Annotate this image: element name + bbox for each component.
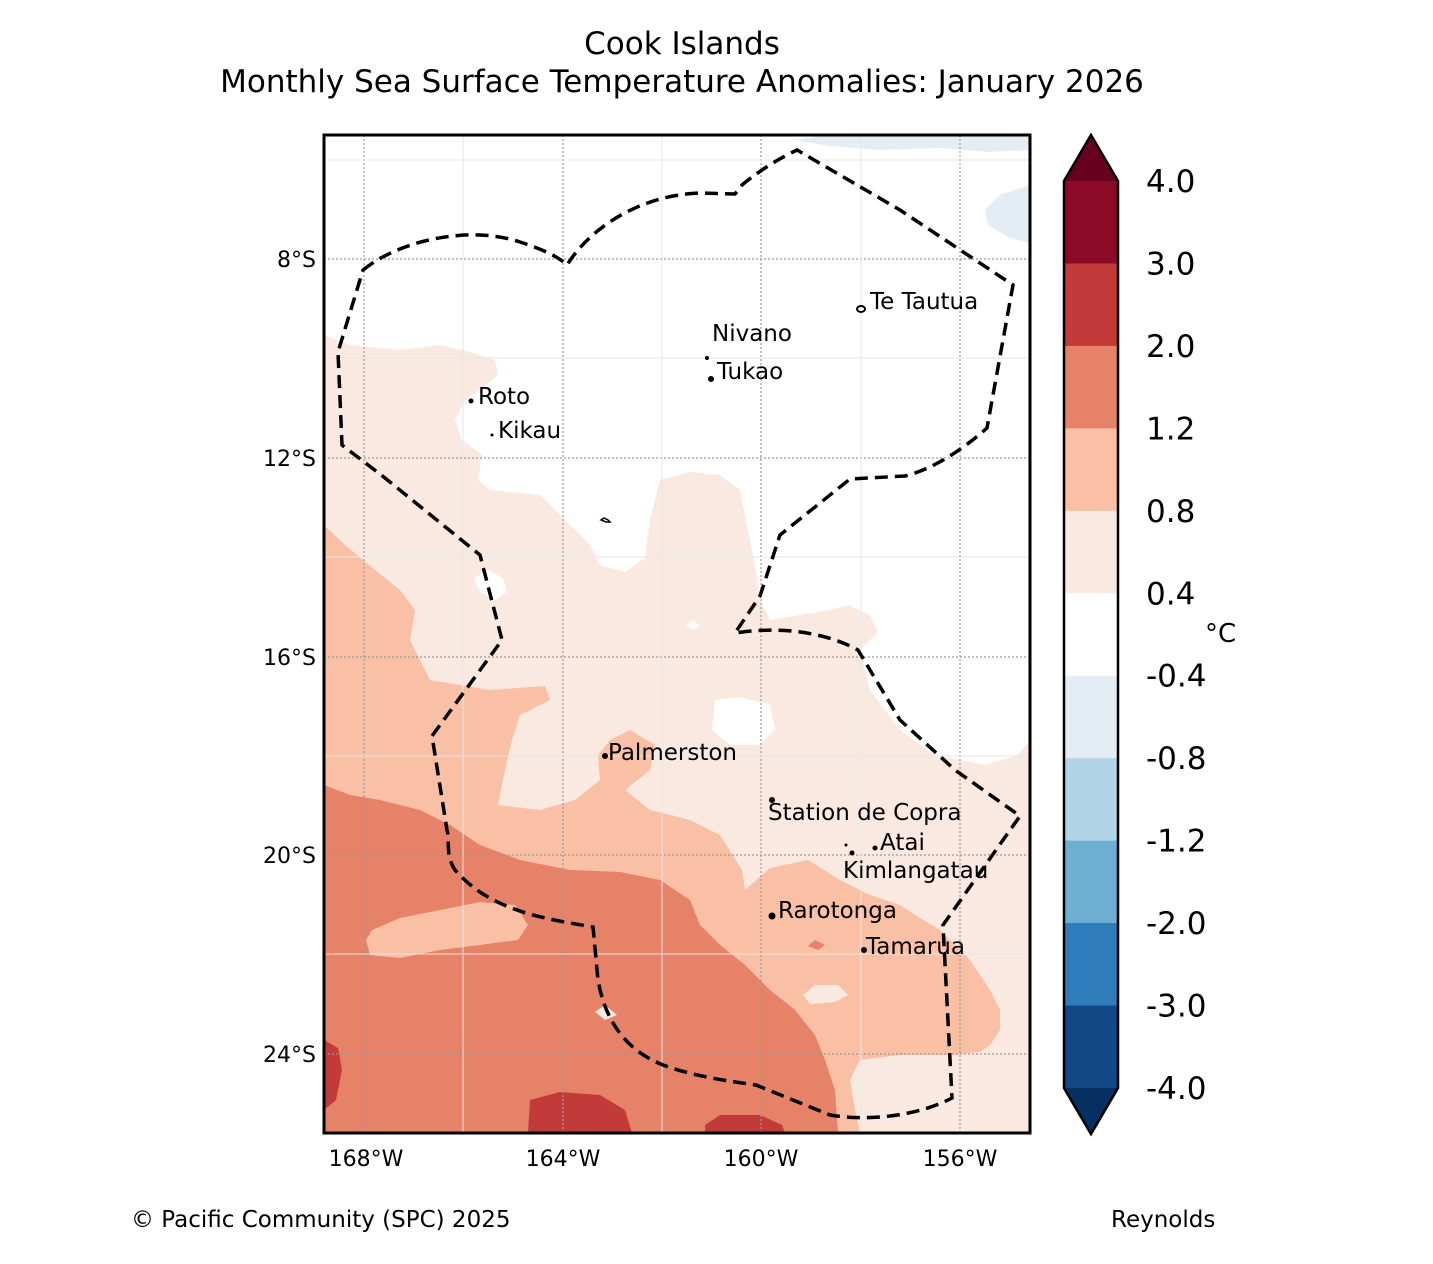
anomaly-field [324, 135, 1030, 1133]
anomaly-hole-neutral [686, 620, 700, 630]
label-nivano: Nivano [712, 321, 792, 347]
label-tamarua: Tamarua [865, 934, 965, 960]
colorbar-tick-label: -1.2 [1146, 824, 1207, 860]
colorbar-tick-label: 0.8 [1146, 494, 1195, 530]
island-rarotonga [768, 912, 776, 920]
label-rarotonga: Rarotonga [778, 898, 897, 924]
anomaly-region-neg-0-4-0-8 [795, 135, 1030, 152]
colorbar-tick-label: 2.0 [1146, 329, 1195, 365]
anomaly-region-neg-0-4-0-8 [985, 185, 1030, 243]
data-source: Reynolds [1111, 1207, 1216, 1233]
anomaly-hole-neutral [474, 570, 507, 600]
lat-tick-label: 8°S [277, 248, 316, 273]
colorbar-band [1064, 428, 1118, 512]
lat-tick-label: 12°S [263, 447, 316, 472]
anomaly-hole-neutral [712, 697, 775, 745]
colorbar-band [1064, 923, 1118, 1007]
map-frame [322, 133, 1032, 1135]
label-kikau: Kikau [498, 418, 561, 444]
minor-graticule [324, 135, 1030, 1133]
colorbar-tick-label: 1.2 [1146, 411, 1195, 447]
colorbar-tick-label: 4.0 [1146, 164, 1195, 200]
island-atai [872, 845, 878, 851]
colorbar-band [1064, 1005, 1118, 1089]
colorbar-extend-min [1064, 1088, 1118, 1134]
lon-tick-label: 168°W [329, 1147, 404, 1172]
colorbar-band [1064, 345, 1118, 429]
island-kikau [490, 433, 494, 437]
anomaly-region-2-0-3-0 [528, 1092, 632, 1133]
lat-tick-label: 20°S [263, 844, 316, 869]
island-te-tautua [856, 305, 866, 313]
island-tamarua [861, 947, 867, 953]
colorbar-tick-label: -0.4 [1146, 659, 1207, 695]
label-tukao: Tukao [716, 359, 783, 385]
island-small-north [844, 843, 848, 847]
island-palmerston [602, 753, 608, 759]
island-markers [468, 305, 878, 953]
anomaly-region-2-0-3-0 [705, 1115, 785, 1133]
label-atai: Atai [880, 830, 925, 856]
lon-tick-label: 164°W [526, 1147, 601, 1172]
island-roto [468, 398, 474, 404]
lon-tick-label: 160°W [724, 1147, 799, 1172]
lat-tick-label: 16°S [263, 646, 316, 671]
place-labels: Te Tautua Nivano Tukao Roto Kikau Palmer… [478, 289, 988, 960]
anomaly-region-2-0-3-0 [324, 1040, 342, 1110]
lat-axis: 8°S 12°S 16°S 20°S 24°S [263, 248, 316, 1068]
colorbar-band [1064, 593, 1118, 677]
colorbar-tick-label: 0.4 [1146, 576, 1195, 612]
island-nivano [705, 356, 709, 360]
colorbar [1062, 132, 1120, 1137]
lon-axis: 168°W 164°W 160°W 156°W [329, 1147, 998, 1172]
colorbar-extend-max [1064, 135, 1118, 181]
label-palmerston: Palmerston [608, 740, 737, 766]
label-te-tautua: Te Tautua [869, 289, 978, 315]
colorbar-tick-label: 3.0 [1146, 246, 1195, 282]
colorbar-band [1064, 510, 1118, 594]
anomaly-patch-0-8-1-2 [366, 902, 528, 958]
colorbar-tick-label: -3.0 [1146, 989, 1207, 1025]
island-station-de-copra [769, 797, 775, 803]
map-title: Cook Islands [584, 26, 780, 62]
colorbar-band [1064, 675, 1118, 759]
colorbar-labels: 4.0 3.0 2.0 1.2 0.8 0.4 -0.4 -0.8 -1.2 -2.0 -3.0 -4… [1146, 164, 1207, 1107]
copyright-notice: © Pacific Community (SPC) 2025 [131, 1207, 511, 1233]
graticule [324, 135, 1030, 1133]
colorbar-band [1064, 840, 1118, 924]
colorbar-band [1064, 181, 1118, 264]
colorbar-tick-label: -2.0 [1146, 906, 1207, 942]
colorbar-band [1064, 263, 1118, 347]
label-roto: Roto [478, 384, 530, 410]
colorbar-unit: °C [1205, 619, 1236, 649]
anomaly-region-1-2-2-0 [324, 785, 838, 1133]
label-kimlangatau: Kimlangatau [843, 858, 988, 884]
colorbar-band [1064, 758, 1118, 842]
lon-tick-label: 156°W [923, 1147, 998, 1172]
anomaly-patch-1-2-2-0 [808, 940, 825, 950]
colorbar-tick-label: -4.0 [1146, 1071, 1207, 1107]
map-subtitle: Monthly Sea Surface Temperature Anomalie… [220, 64, 1144, 100]
label-station-de-copra: Station de Copra [768, 800, 961, 826]
colorbar-outline [1062, 132, 1120, 1137]
lat-tick-label: 24°S [263, 1043, 316, 1068]
colorbar-tick-label: -0.8 [1146, 741, 1207, 777]
anomaly-patch-0-4-0-8 [803, 985, 848, 1004]
eez-boundary [336, 148, 1023, 1120]
island-tukao [708, 376, 714, 382]
island-kimlangatau [849, 850, 855, 856]
island-suwarrow [599, 517, 612, 523]
